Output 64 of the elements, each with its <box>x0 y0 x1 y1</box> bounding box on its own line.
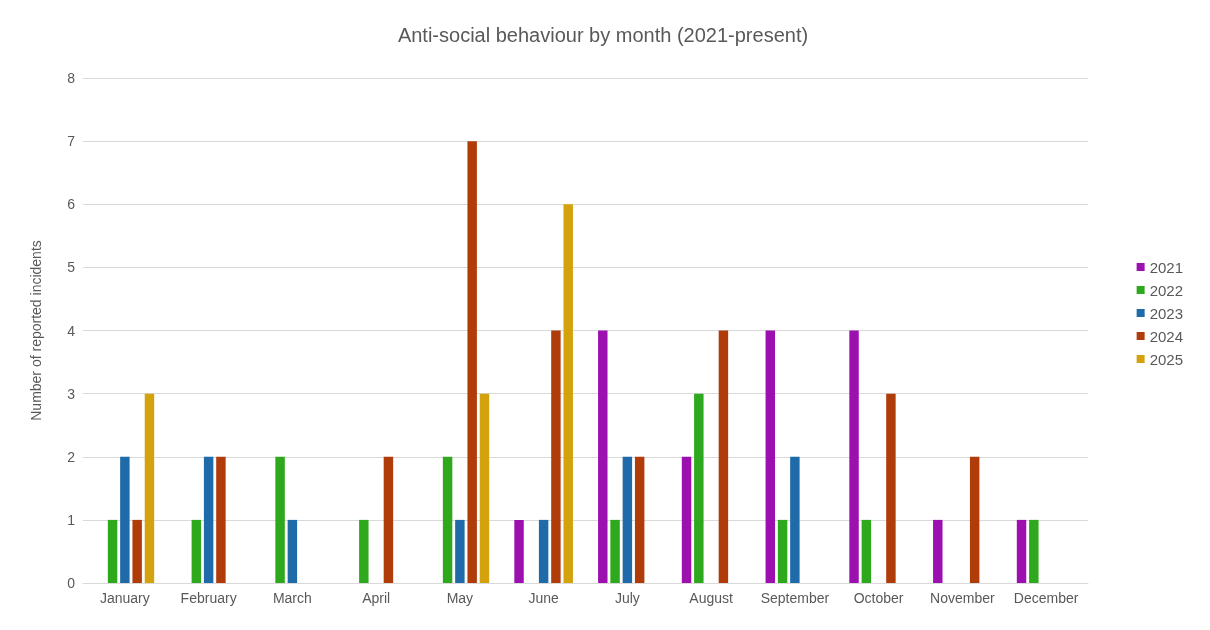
x-tick-label: November <box>930 590 995 606</box>
x-tick-label: March <box>272 590 312 606</box>
y-tick-label: 6 <box>67 196 76 213</box>
y-tick-label: 0 <box>67 575 76 591</box>
bar <box>610 519 620 583</box>
bar <box>694 393 704 583</box>
bar <box>191 519 202 583</box>
legend-label: 2024 <box>1149 327 1184 345</box>
bar <box>718 330 729 583</box>
x-tick-label: June <box>528 590 560 606</box>
bar <box>514 519 524 583</box>
bar <box>120 456 130 583</box>
bar <box>467 141 477 583</box>
bar <box>479 393 490 583</box>
y-tick-label: 4 <box>67 322 76 339</box>
legend-label: 2021 <box>1149 258 1184 276</box>
chart-title: Anti-social behaviour by month (2021-present) <box>397 24 809 46</box>
bar <box>107 519 118 583</box>
x-tick-label: April <box>362 590 391 606</box>
bar <box>598 330 608 583</box>
y-tick-label: 1 <box>67 511 76 528</box>
bar <box>622 456 633 583</box>
bar <box>538 519 549 583</box>
y-tick-label: 7 <box>67 133 76 150</box>
bar <box>634 456 645 583</box>
bar <box>203 456 214 583</box>
x-tick-label: July <box>614 590 640 606</box>
x-tick-label: December <box>1013 590 1079 606</box>
legend-label: 2025 <box>1149 350 1184 368</box>
bar <box>1016 519 1027 583</box>
bar <box>442 456 453 583</box>
bar <box>933 519 943 583</box>
y-tick-label: 2 <box>67 448 76 465</box>
bar <box>455 519 465 583</box>
x-tick-label: October <box>853 590 904 606</box>
bar <box>1029 519 1039 583</box>
legend-label: 2023 <box>1149 304 1184 322</box>
bar <box>144 393 155 583</box>
y-tick-label: 8 <box>67 70 76 86</box>
bar <box>275 456 285 583</box>
bar <box>849 330 859 583</box>
y-tick-label: 5 <box>67 259 76 276</box>
x-tick-label: May <box>446 590 474 606</box>
bar <box>886 393 896 583</box>
bar <box>777 519 788 583</box>
bar <box>861 519 872 583</box>
x-tick-label: September <box>760 590 830 606</box>
y-axis-title: Number of reported incidents <box>28 240 44 421</box>
bar <box>681 456 692 583</box>
bar <box>790 456 800 583</box>
bar <box>383 456 394 583</box>
x-tick-label: January <box>99 590 150 606</box>
bar <box>359 519 369 583</box>
x-tick-label: February <box>180 590 237 606</box>
bar <box>765 330 776 583</box>
bar <box>969 456 980 583</box>
y-tick-label: 3 <box>67 385 76 402</box>
bar <box>551 330 561 583</box>
x-tick-label: August <box>689 590 734 606</box>
bar <box>216 456 226 583</box>
bar <box>563 204 573 583</box>
bar <box>132 519 142 583</box>
bar <box>287 519 298 583</box>
legend-label: 2022 <box>1149 281 1184 299</box>
